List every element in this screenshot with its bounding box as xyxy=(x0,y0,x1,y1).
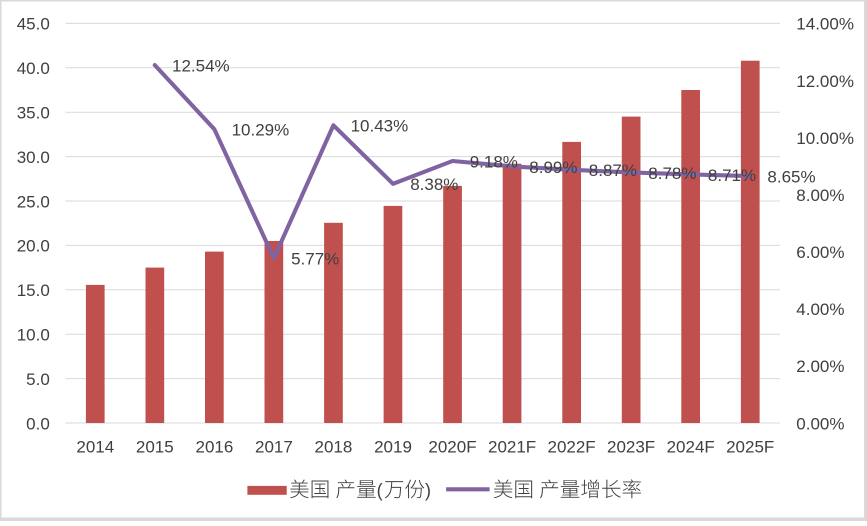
svg-text:8.71%: 8.71% xyxy=(708,166,756,185)
svg-text:2020F: 2020F xyxy=(428,438,476,457)
svg-text:8.38%: 8.38% xyxy=(410,175,458,194)
svg-text:8.78%: 8.78% xyxy=(648,164,696,183)
svg-text:2022F: 2022F xyxy=(547,438,595,457)
svg-text:5.0: 5.0 xyxy=(26,370,50,389)
svg-text:12.00%: 12.00% xyxy=(796,72,854,91)
svg-text:30.0: 30.0 xyxy=(17,148,50,167)
svg-text:5.77%: 5.77% xyxy=(291,250,339,269)
svg-text:(: ( xyxy=(377,481,383,501)
svg-text:10.29%: 10.29% xyxy=(232,121,290,140)
svg-text:35.0: 35.0 xyxy=(17,104,50,123)
svg-text:8.00%: 8.00% xyxy=(796,186,844,205)
svg-text:): ) xyxy=(425,481,431,501)
svg-text:8.99%: 8.99% xyxy=(529,158,577,177)
svg-text:2025F: 2025F xyxy=(726,438,774,457)
svg-text:2.00%: 2.00% xyxy=(796,357,844,376)
svg-text:8.65%: 8.65% xyxy=(767,168,815,187)
svg-text:6.00%: 6.00% xyxy=(796,243,844,262)
svg-text:2024F: 2024F xyxy=(667,438,715,457)
svg-text:40.0: 40.0 xyxy=(17,59,50,78)
svg-text:25.0: 25.0 xyxy=(17,192,50,211)
svg-text:2023F: 2023F xyxy=(607,438,655,457)
svg-text:2021F: 2021F xyxy=(488,438,536,457)
svg-text:2016: 2016 xyxy=(195,438,233,457)
svg-text:0.0: 0.0 xyxy=(26,414,50,433)
svg-text:10.43%: 10.43% xyxy=(351,117,409,136)
svg-text:12.54%: 12.54% xyxy=(172,57,230,76)
svg-text:10.00%: 10.00% xyxy=(796,129,854,148)
svg-text:2014: 2014 xyxy=(76,438,114,457)
svg-text:2019: 2019 xyxy=(374,438,412,457)
svg-text:14.00%: 14.00% xyxy=(796,15,854,34)
svg-text:4.00%: 4.00% xyxy=(796,300,844,319)
svg-text:45.0: 45.0 xyxy=(17,15,50,34)
svg-text:10.0: 10.0 xyxy=(17,326,50,345)
svg-text:2015: 2015 xyxy=(136,438,174,457)
svg-text:8.87%: 8.87% xyxy=(589,161,637,180)
svg-text:20.0: 20.0 xyxy=(17,237,50,256)
svg-text:2018: 2018 xyxy=(314,438,352,457)
svg-text:0.00%: 0.00% xyxy=(796,414,844,433)
svg-text:15.0: 15.0 xyxy=(17,281,50,300)
svg-text:2017: 2017 xyxy=(255,438,293,457)
svg-text:9.18%: 9.18% xyxy=(470,152,518,171)
